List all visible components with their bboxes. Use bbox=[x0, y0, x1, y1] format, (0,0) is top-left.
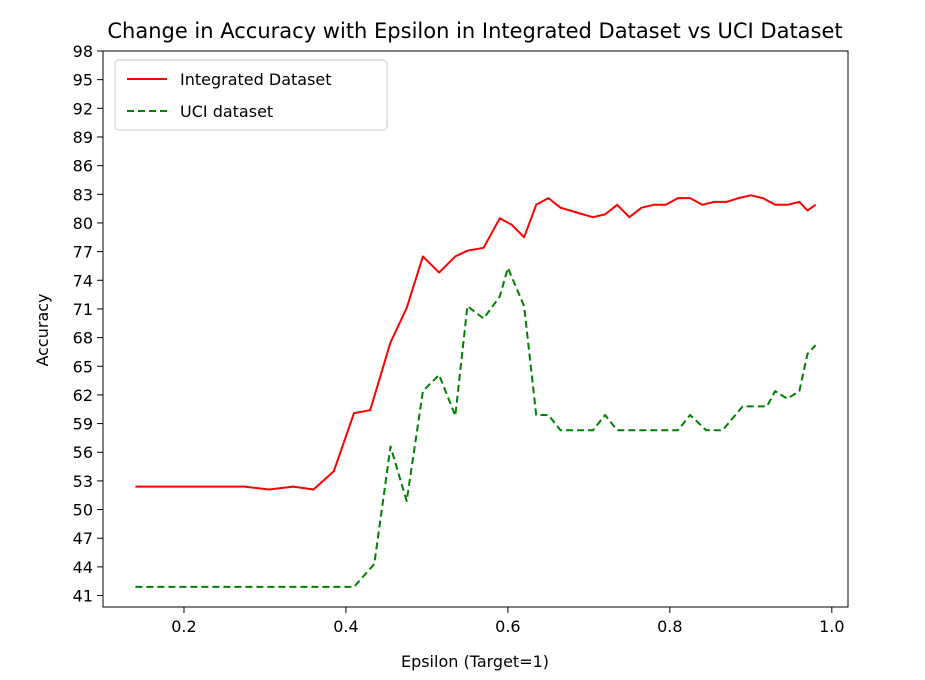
y-tick-label: 62 bbox=[73, 386, 93, 405]
y-tick-label: 80 bbox=[73, 214, 93, 233]
y-tick-label: 56 bbox=[73, 443, 93, 462]
y-tick-label: 47 bbox=[73, 529, 93, 548]
axes-layer: 0.2 0.4 0.6 0.8 1.0 41 44 47 50 53 56 59 62 65 68 71 74 7… bbox=[73, 42, 849, 636]
x-tick-label: 0.4 bbox=[333, 617, 358, 636]
series-layer bbox=[135, 194, 817, 588]
y-tick-label: 74 bbox=[73, 271, 93, 290]
x-tick-label: 0.6 bbox=[495, 617, 520, 636]
y-tick-label: 71 bbox=[73, 300, 93, 319]
x-tick-label: 0.2 bbox=[171, 617, 196, 636]
y-tick-label: 92 bbox=[73, 99, 93, 118]
y-tick-label: 98 bbox=[73, 42, 93, 61]
legend-label-uci: UCI dataset bbox=[180, 102, 273, 121]
plot-frame bbox=[102, 50, 849, 608]
x-tick-label: 1.0 bbox=[819, 617, 844, 636]
y-tick-label: 65 bbox=[73, 357, 93, 376]
y-tick-label: 53 bbox=[73, 472, 93, 491]
legend-label-integrated: Integrated Dataset bbox=[180, 70, 332, 89]
y-axis-label: Accuracy bbox=[33, 293, 52, 366]
y-tick-label: 95 bbox=[73, 71, 93, 90]
series-line-0 bbox=[135, 194, 817, 491]
x-tick-label: 0.8 bbox=[657, 617, 682, 636]
legend: Integrated Dataset UCI dataset bbox=[114, 59, 388, 131]
y-tick-label: 83 bbox=[73, 185, 93, 204]
y-tick-label: 41 bbox=[73, 587, 93, 606]
legend-box bbox=[114, 59, 388, 131]
y-tick-label: 89 bbox=[73, 128, 93, 147]
chart-title: Change in Accuracy with Epsilon in Integ… bbox=[107, 19, 842, 43]
y-tick-label: 86 bbox=[73, 157, 93, 176]
y-tick-label: 59 bbox=[73, 415, 93, 434]
series-line-1 bbox=[135, 266, 817, 588]
y-tick-label: 50 bbox=[73, 501, 93, 520]
y-tick-label: 44 bbox=[73, 558, 93, 577]
y-tick-label: 77 bbox=[73, 243, 93, 262]
y-tick-label: 68 bbox=[73, 329, 93, 348]
x-axis-label: Epsilon (Target=1) bbox=[401, 652, 549, 671]
